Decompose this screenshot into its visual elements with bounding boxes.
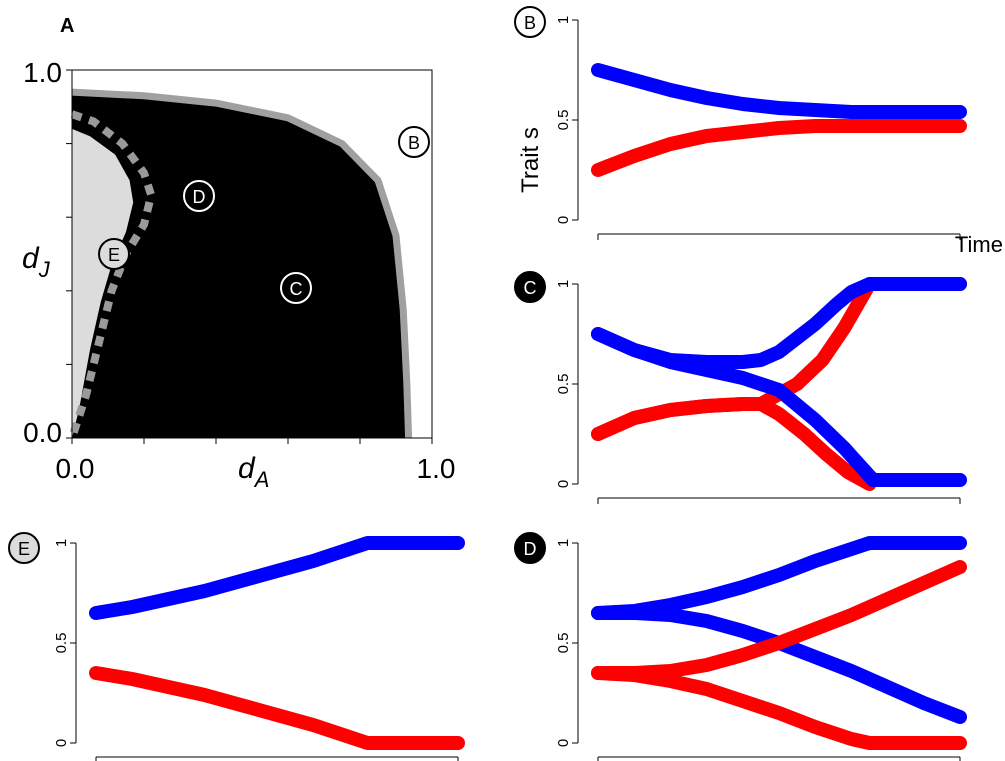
panel-b-plot: 00.51 bbox=[555, 16, 967, 240]
panel-e-letter: E bbox=[18, 539, 30, 559]
region-e-label: E bbox=[108, 245, 120, 265]
blue-trajectory-line bbox=[591, 63, 967, 119]
phase-plot-frame bbox=[71, 69, 433, 439]
panel-c-letter: C bbox=[524, 278, 537, 298]
y-tick-label: 1 bbox=[555, 280, 572, 288]
y-tick-label: 1 bbox=[555, 539, 572, 547]
y-tick-label: 0.5 bbox=[53, 633, 70, 654]
panel-b-marker bbox=[514, 6, 546, 38]
y-tick-label: 0.5 bbox=[555, 633, 572, 654]
region-c-label: C bbox=[290, 279, 303, 299]
panel-a-letter: A bbox=[60, 15, 74, 37]
region-e-marker bbox=[98, 238, 130, 270]
y-axis-label-sub: J bbox=[38, 257, 51, 282]
red-trajectory-line bbox=[591, 666, 967, 750]
panel-c-plot: 00.51 bbox=[555, 277, 967, 504]
panel-d-marker bbox=[514, 532, 546, 564]
x-axis-label-sub: A bbox=[253, 467, 270, 492]
trajectory-panel-d: D 00.51 bbox=[514, 532, 967, 761]
y-tick-label: 0 bbox=[555, 216, 572, 224]
x-axis-label: dA bbox=[238, 452, 269, 492]
region-b-label: B bbox=[408, 133, 420, 153]
blue-trajectory-line bbox=[591, 536, 967, 620]
region-c-marker bbox=[280, 272, 312, 304]
panel-b-letter: B bbox=[524, 13, 536, 33]
region-d-marker bbox=[183, 180, 215, 212]
y-axis-ticks bbox=[66, 69, 72, 439]
panel-e-plot: 00.51 bbox=[53, 536, 465, 761]
y-tick-label: 0.5 bbox=[555, 374, 572, 395]
trajectory-panel-c: C 00.51 bbox=[514, 271, 967, 504]
y-tick-label: 0 bbox=[555, 739, 572, 747]
blue-trajectory-line bbox=[89, 536, 465, 620]
dashed-boundary-line bbox=[68, 110, 156, 440]
y-tick-label: 0 bbox=[555, 480, 572, 488]
panel-d-plot: 00.51 bbox=[555, 536, 967, 761]
red-trajectory-line bbox=[89, 666, 465, 750]
y-tick-label-bottom: 0.0 bbox=[23, 417, 62, 448]
y-tick-label: 0 bbox=[53, 739, 70, 747]
x-tick-label-right: 1.0 bbox=[417, 453, 456, 484]
region-e-fill bbox=[72, 128, 134, 438]
y-tick-label-top: 1.0 bbox=[23, 57, 62, 88]
x-tick-label-left: 0.0 bbox=[56, 453, 95, 484]
blue-trajectory-line bbox=[591, 327, 967, 487]
red-trajectory-line bbox=[591, 119, 967, 177]
trajectory-panel-b: B Trait s Time 00.51 bbox=[514, 6, 1003, 257]
region-b-marker bbox=[398, 126, 430, 158]
red-trajectory-line bbox=[591, 397, 877, 491]
y-axis-label: dJ bbox=[22, 242, 51, 282]
phase-diagram-panel: 1.0 0.0 0.0 1.0 dJ dA B C D E bbox=[22, 57, 455, 492]
region-c-fill bbox=[72, 92, 409, 438]
panel-e-marker bbox=[8, 532, 40, 564]
y-tick-label: 0.5 bbox=[555, 110, 572, 131]
panel-c-marker bbox=[514, 271, 546, 303]
y-axis-label-main: d bbox=[22, 242, 40, 275]
grey-boundary-line bbox=[71, 88, 413, 439]
panel-b-ylabel: Trait s bbox=[517, 127, 544, 193]
x-axis-label-main: d bbox=[238, 452, 256, 485]
y-tick-label: 1 bbox=[555, 16, 572, 24]
panel-b-xlabel: Time bbox=[955, 232, 1003, 257]
red-trajectory-line bbox=[591, 560, 967, 680]
y-tick-label: 1 bbox=[53, 539, 70, 547]
x-axis-ticks bbox=[71, 438, 433, 444]
trajectory-panel-e: E 00.51 bbox=[8, 532, 465, 761]
region-d-label: D bbox=[193, 187, 206, 207]
panel-d-letter: D bbox=[524, 539, 537, 559]
